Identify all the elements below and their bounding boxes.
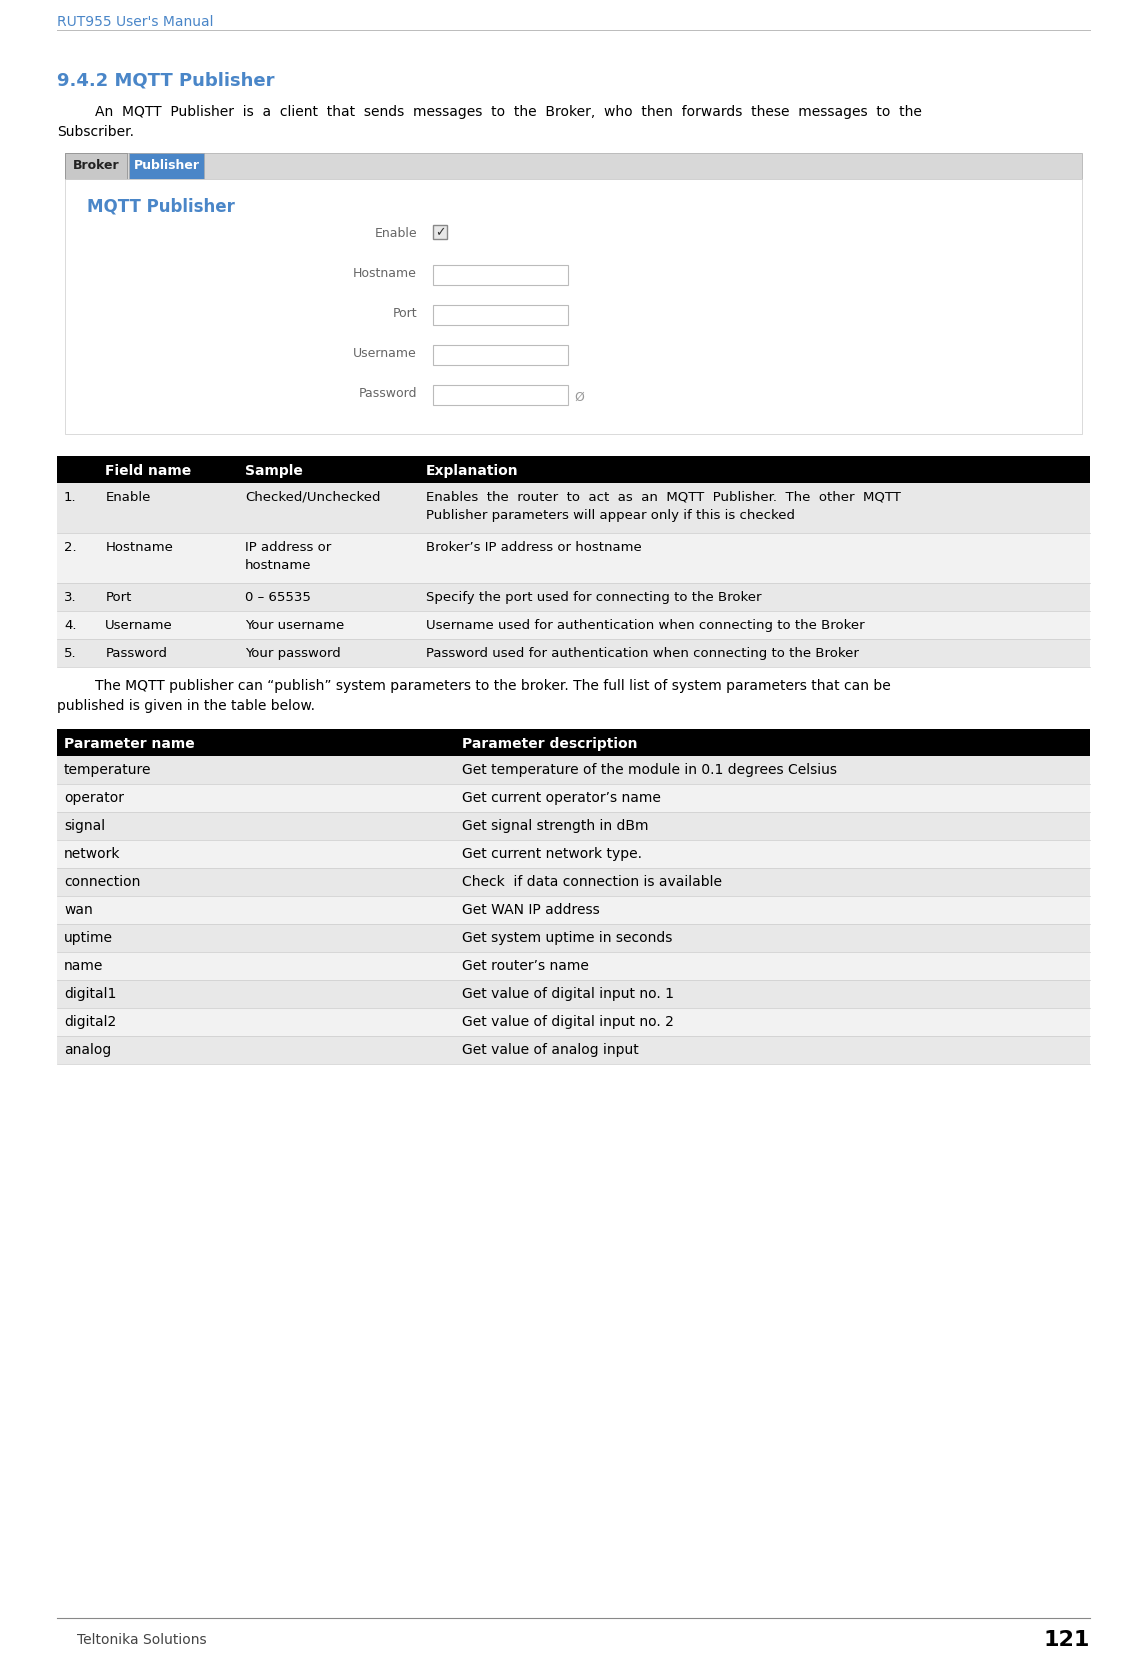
Text: ✓: ✓ xyxy=(435,226,445,240)
Text: Parameter name: Parameter name xyxy=(64,737,195,750)
Text: 3.: 3. xyxy=(64,592,77,603)
Bar xyxy=(57,1008,1089,1036)
Text: Broker: Broker xyxy=(73,159,119,172)
Text: Checked/Unchecked: Checked/Unchecked xyxy=(244,491,380,504)
Text: 1.: 1. xyxy=(64,491,77,504)
Text: 0 – 65535: 0 – 65535 xyxy=(244,592,311,603)
Text: Publisher parameters will appear only if this is checked: Publisher parameters will appear only if… xyxy=(426,509,795,522)
Text: 4.: 4. xyxy=(64,618,77,631)
Bar xyxy=(57,612,1089,640)
Text: temperature: temperature xyxy=(64,764,152,777)
Text: Username used for authentication when connecting to the Broker: Username used for authentication when co… xyxy=(426,618,864,631)
Text: digital1: digital1 xyxy=(64,987,116,1002)
Bar xyxy=(57,840,1089,868)
Text: analog: analog xyxy=(64,1043,111,1056)
Bar xyxy=(65,154,1081,179)
Text: MQTT Publisher: MQTT Publisher xyxy=(87,197,235,215)
Bar xyxy=(433,306,568,326)
Bar xyxy=(57,980,1089,1008)
Text: Enable: Enable xyxy=(375,226,417,240)
Text: RUT955 User's Manual: RUT955 User's Manual xyxy=(57,15,214,30)
Text: Subscriber.: Subscriber. xyxy=(57,126,134,139)
Text: Check  if data connection is available: Check if data connection is available xyxy=(461,874,722,889)
Text: The MQTT publisher can “publish” system parameters to the broker. The full list : The MQTT publisher can “publish” system … xyxy=(95,679,891,693)
Text: hostname: hostname xyxy=(244,559,312,572)
Text: connection: connection xyxy=(64,874,140,889)
Bar xyxy=(57,868,1089,896)
Bar xyxy=(57,784,1089,812)
Bar xyxy=(433,225,448,240)
Text: Get value of digital input no. 1: Get value of digital input no. 1 xyxy=(461,987,674,1002)
Bar xyxy=(57,924,1089,952)
Text: Get value of digital input no. 2: Get value of digital input no. 2 xyxy=(461,1015,674,1030)
Text: Port: Port xyxy=(105,592,131,603)
Text: Hostname: Hostname xyxy=(353,268,417,279)
Bar xyxy=(433,345,568,365)
Text: network: network xyxy=(64,846,121,861)
Text: An  MQTT  Publisher  is  a  client  that  sends  messages  to  the  Broker,  who: An MQTT Publisher is a client that sends… xyxy=(95,106,922,119)
Text: Get router’s name: Get router’s name xyxy=(461,959,588,974)
Text: 121: 121 xyxy=(1044,1630,1089,1650)
Text: Password: Password xyxy=(359,387,417,400)
Text: Enables  the  router  to  act  as  an  MQTT  Publisher.  The  other  MQTT: Enables the router to act as an MQTT Pub… xyxy=(426,491,900,504)
Bar xyxy=(57,812,1089,840)
Text: Enable: Enable xyxy=(105,491,151,504)
Text: Your username: Your username xyxy=(244,618,344,631)
Text: IP address or: IP address or xyxy=(244,541,331,554)
Bar xyxy=(57,1036,1089,1065)
Bar xyxy=(433,385,568,405)
Text: Port: Port xyxy=(393,307,417,321)
Text: Username: Username xyxy=(105,618,174,631)
Text: published is given in the table below.: published is given in the table below. xyxy=(57,699,315,712)
Text: Ø: Ø xyxy=(574,392,584,403)
Text: Username: Username xyxy=(353,347,417,360)
Text: Get system uptime in seconds: Get system uptime in seconds xyxy=(461,931,673,946)
Text: uptime: uptime xyxy=(64,931,113,946)
Text: Specify the port used for connecting to the Broker: Specify the port used for connecting to … xyxy=(426,592,761,603)
Text: Get signal strength in dBm: Get signal strength in dBm xyxy=(461,818,649,833)
Bar xyxy=(57,456,1089,483)
Text: 5.: 5. xyxy=(64,646,77,660)
Text: 2.: 2. xyxy=(64,541,77,554)
Bar xyxy=(433,264,568,284)
Bar xyxy=(57,532,1089,584)
Text: Teltonika Solutions: Teltonika Solutions xyxy=(78,1633,207,1646)
Text: Get value of analog input: Get value of analog input xyxy=(461,1043,638,1056)
Text: Explanation: Explanation xyxy=(426,464,518,478)
Text: Parameter description: Parameter description xyxy=(461,737,637,750)
Bar xyxy=(57,640,1089,668)
Text: Get WAN IP address: Get WAN IP address xyxy=(461,903,600,917)
Bar xyxy=(129,154,204,179)
Bar xyxy=(65,154,127,179)
Bar xyxy=(65,179,1081,435)
Text: Password used for authentication when connecting to the Broker: Password used for authentication when co… xyxy=(426,646,859,660)
Text: signal: signal xyxy=(64,818,105,833)
Text: Publisher: Publisher xyxy=(134,159,200,172)
Bar xyxy=(57,584,1089,612)
Text: Your password: Your password xyxy=(244,646,340,660)
Text: Get current operator’s name: Get current operator’s name xyxy=(461,792,660,805)
Text: operator: operator xyxy=(64,792,124,805)
Text: name: name xyxy=(64,959,104,974)
Text: digital2: digital2 xyxy=(64,1015,116,1030)
Text: wan: wan xyxy=(64,903,93,917)
Text: Get current network type.: Get current network type. xyxy=(461,846,642,861)
Text: Password: Password xyxy=(105,646,168,660)
Text: Broker’s IP address or hostname: Broker’s IP address or hostname xyxy=(426,541,642,554)
Text: Sample: Sample xyxy=(244,464,303,478)
Text: Field name: Field name xyxy=(105,464,192,478)
Bar xyxy=(57,483,1089,532)
Bar xyxy=(57,729,1089,755)
Bar xyxy=(57,755,1089,784)
Bar xyxy=(57,952,1089,980)
Text: Get temperature of the module in 0.1 degrees Celsius: Get temperature of the module in 0.1 deg… xyxy=(461,764,837,777)
Text: Hostname: Hostname xyxy=(105,541,174,554)
Text: 9.4.2 MQTT Publisher: 9.4.2 MQTT Publisher xyxy=(57,73,274,89)
Bar xyxy=(57,896,1089,924)
